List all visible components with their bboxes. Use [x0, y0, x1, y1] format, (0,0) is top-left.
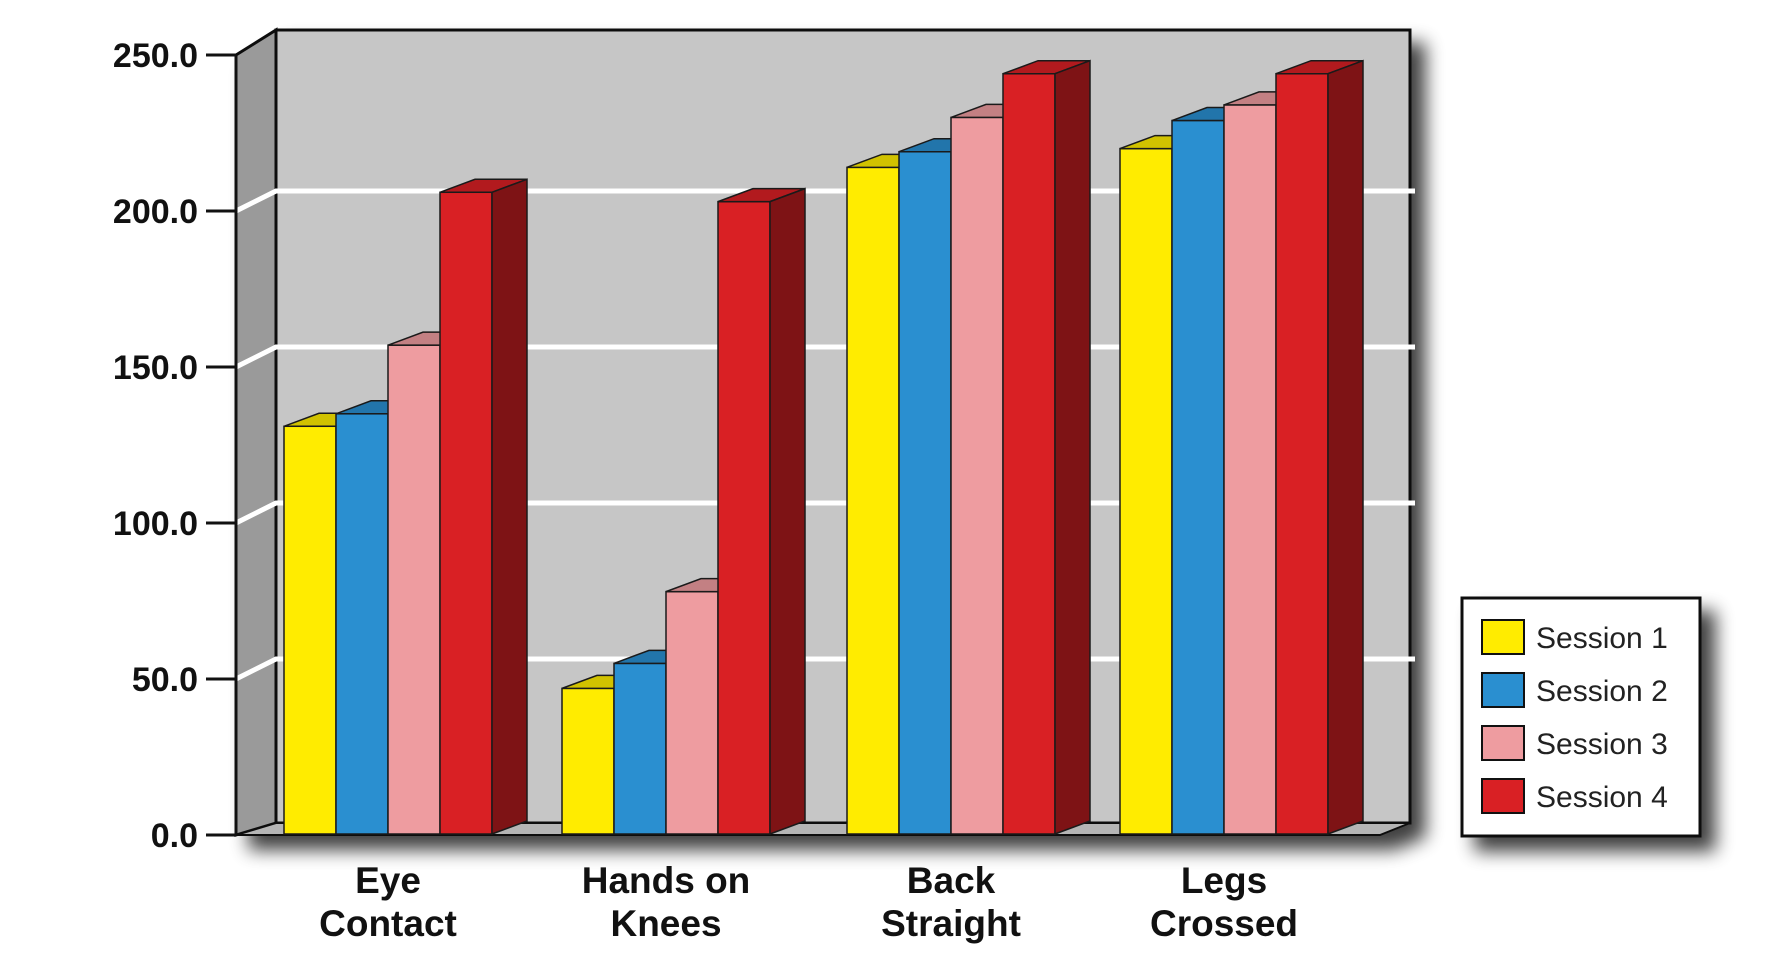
side-wall — [234, 27, 278, 838]
bar-side — [491, 178, 528, 836]
bar-front — [1119, 147, 1173, 835]
bar — [1002, 59, 1091, 836]
legend: Session 1 Session 2 Session 3 Session 4 — [1460, 596, 1702, 838]
y-tick-label: 0.0 — [151, 817, 198, 855]
x-tick-label: Knees — [610, 903, 721, 944]
bars — [283, 59, 1364, 836]
legend-swatch — [1481, 725, 1525, 761]
x-tick-label: Straight — [881, 903, 1021, 944]
x-tick-label: Crossed — [1150, 903, 1298, 944]
bar-front — [387, 344, 441, 835]
y-tick-label: 250.0 — [113, 37, 198, 75]
bar-side — [1054, 59, 1091, 836]
bar-front — [283, 425, 337, 835]
bar — [1275, 59, 1364, 836]
y-tick-label: 100.0 — [113, 505, 198, 543]
bar-front — [665, 590, 719, 835]
bar-front — [717, 200, 771, 835]
bar-front — [335, 413, 389, 835]
legend-entry: Session 2 — [1536, 675, 1668, 708]
bar — [613, 649, 702, 835]
bar — [387, 331, 476, 835]
bar-front — [950, 116, 1004, 835]
bar-front — [1223, 104, 1277, 835]
bar — [717, 187, 806, 836]
y-tick-label: 200.0 — [113, 193, 198, 231]
bar-front — [1171, 119, 1225, 835]
x-tick-label: Contact — [319, 903, 457, 944]
bar — [439, 178, 528, 836]
bar-front — [1002, 72, 1056, 835]
bar — [846, 153, 935, 835]
bar — [1223, 91, 1312, 835]
bar — [1171, 106, 1260, 835]
legend-entry: Session 4 — [1536, 781, 1668, 814]
legend-entry: Session 3 — [1536, 728, 1668, 761]
bar-front — [561, 687, 615, 835]
bar — [283, 412, 372, 835]
legend-swatch — [1481, 619, 1525, 655]
bar-front — [439, 191, 493, 835]
bar-side — [1327, 59, 1364, 836]
x-tick-label: Eye — [355, 860, 421, 901]
x-tick-label: Legs — [1181, 860, 1267, 901]
x-tick-label: Back — [907, 860, 996, 901]
legend-swatch — [1481, 672, 1525, 708]
floor — [235, 822, 1411, 836]
bar-front — [898, 150, 952, 835]
x-tick-label: Hands on — [582, 860, 751, 901]
bar-front — [1275, 72, 1329, 835]
bar — [1119, 134, 1208, 835]
bar — [898, 137, 987, 835]
legend-entry: Session 1 — [1536, 622, 1668, 655]
bar-front — [846, 166, 900, 835]
y-tick-label: 50.0 — [132, 661, 198, 699]
bar-side — [769, 187, 806, 836]
legend-swatch — [1481, 778, 1525, 814]
y-tick-label: 150.0 — [113, 349, 198, 387]
bar-front — [613, 662, 667, 835]
